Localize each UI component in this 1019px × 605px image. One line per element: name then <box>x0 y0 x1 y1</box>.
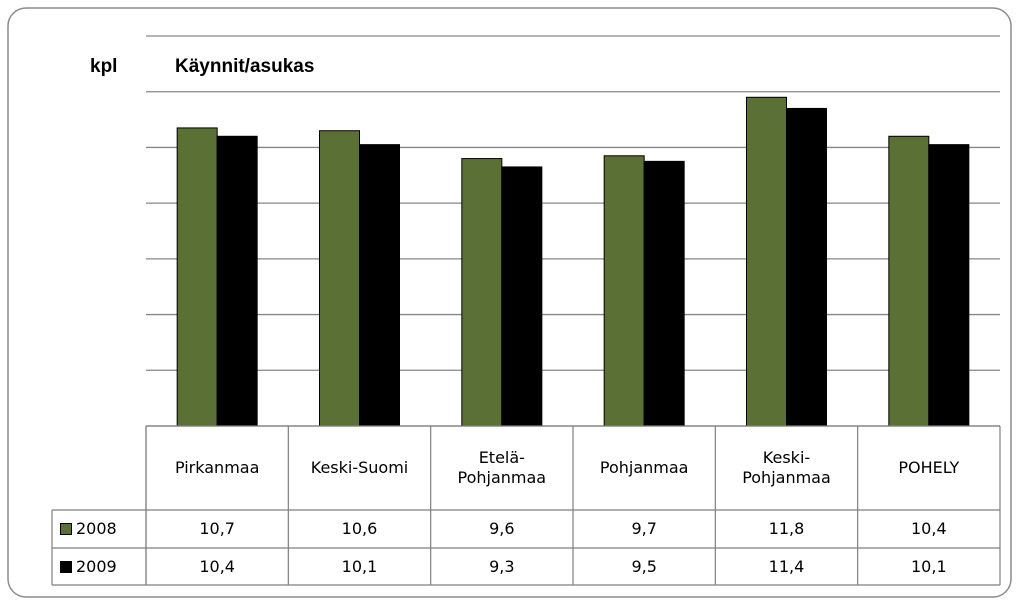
x-tick-label-text: Keski-Suomi <box>310 458 409 477</box>
x-tick-label: POHELY <box>858 426 1000 510</box>
x-tick-label: Etelä- Pohjanmaa <box>431 426 573 510</box>
value-label: 10,1 <box>858 548 1000 585</box>
chart-title: Käynnit/asukas <box>175 56 314 77</box>
x-tick-label-text: Etelä- Pohjanmaa <box>457 448 547 487</box>
bar <box>176 127 218 427</box>
legend-swatch <box>60 560 72 573</box>
bar <box>501 166 543 427</box>
value-label: 9,6 <box>431 510 573 548</box>
value-label: 10,4 <box>858 510 1000 548</box>
x-tick-label-text: Pohjanmaa <box>599 458 689 477</box>
legend-label: 2008 <box>76 519 117 538</box>
x-tick-label: Pohjanmaa <box>573 426 715 510</box>
value-label-text: 10,1 <box>341 556 378 576</box>
legend-entry: 2009 <box>52 548 146 585</box>
value-label: 9,7 <box>573 510 715 548</box>
value-label-text: 9,5 <box>631 556 657 576</box>
value-label-text: 10,6 <box>341 519 378 538</box>
value-label-text: 10,4 <box>199 556 235 576</box>
bar <box>643 160 685 427</box>
value-label-text: 9,6 <box>489 519 515 538</box>
value-label-text: 9,7 <box>631 519 657 538</box>
value-label-text: 11,8 <box>768 519 805 538</box>
x-tick-label: Keski-Suomi <box>288 426 430 510</box>
value-label-text: 10,7 <box>199 519 235 538</box>
bar <box>888 135 930 427</box>
legend-label: 2009 <box>76 556 117 576</box>
value-label: 9,5 <box>573 548 715 585</box>
value-label: 10,1 <box>288 548 430 585</box>
bar <box>603 155 645 427</box>
value-label-text: 9,3 <box>489 556 515 576</box>
value-label: 9,3 <box>431 548 573 585</box>
value-label-text: 10,1 <box>911 556 947 576</box>
bar <box>928 144 970 427</box>
value-label: 10,4 <box>146 548 288 585</box>
value-label-text: 10,4 <box>911 519 947 538</box>
value-label-text: 11,4 <box>768 556 805 576</box>
bar <box>786 107 827 427</box>
x-tick-label: Keski- Pohjanmaa <box>715 426 857 510</box>
value-label: 11,4 <box>715 548 857 585</box>
bar <box>359 144 400 427</box>
x-tick-label-text: POHELY <box>898 458 960 477</box>
bar <box>216 135 258 427</box>
x-tick-label: Pirkanmaa <box>146 426 288 510</box>
y-axis-label: kpl <box>90 56 117 77</box>
bar <box>746 96 787 427</box>
value-label: 11,8 <box>715 510 857 548</box>
x-tick-label-text: Pirkanmaa <box>174 458 260 477</box>
bar <box>461 158 503 427</box>
value-label: 10,7 <box>146 510 288 548</box>
legend-swatch <box>60 523 72 535</box>
x-tick-label-text: Keski- Pohjanmaa <box>742 448 831 487</box>
legend-entry: 2008 <box>52 510 146 548</box>
value-label: 10,6 <box>288 510 430 548</box>
bar <box>319 130 360 427</box>
